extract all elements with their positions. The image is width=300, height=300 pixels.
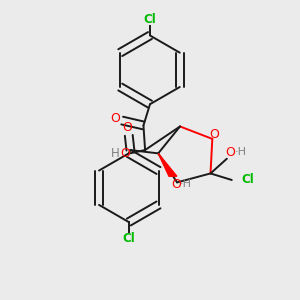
Text: H: H <box>111 147 120 160</box>
Text: ·H: ·H <box>235 147 247 157</box>
Text: Cl: Cl <box>241 173 254 187</box>
Text: O: O <box>171 178 181 191</box>
Text: Cl: Cl <box>122 232 135 245</box>
Polygon shape <box>158 153 177 176</box>
Text: ·H: ·H <box>180 179 192 189</box>
Text: Cl: Cl <box>144 13 156 26</box>
Text: O: O <box>122 121 132 134</box>
Text: O: O <box>120 147 130 160</box>
Text: O: O <box>225 146 235 159</box>
Text: O: O <box>110 112 120 125</box>
Text: O: O <box>209 128 219 141</box>
